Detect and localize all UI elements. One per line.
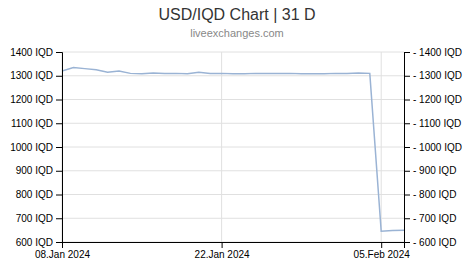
- tick: - 1300 IQD: [404, 70, 462, 81]
- grid-line-y: [62, 123, 404, 124]
- tick-label: 700 IQD: [16, 213, 53, 224]
- tick-label: 22.Jan 2024: [195, 249, 250, 260]
- tick: - 1000 IQD: [404, 142, 462, 153]
- tick-mark: [404, 76, 410, 77]
- axis-line: [56, 53, 63, 243]
- tick-label: - 800 IQD: [413, 189, 456, 200]
- tick-label: 1000 IQD: [10, 142, 53, 153]
- y-axis: 600 IQD 700 IQD 800 IQD 900 IQD 1000 IQD 1100…: [10, 47, 62, 248]
- tick-mark: [56, 147, 62, 148]
- grid-line-y: [62, 218, 404, 219]
- grid-line-y: [62, 99, 404, 100]
- tick: - 800 IQD: [404, 189, 456, 200]
- marks: [62, 67, 404, 231]
- tick-mark: [56, 242, 62, 243]
- tick-label: - 1400 IQD: [413, 47, 462, 58]
- tick: 700 IQD: [16, 213, 62, 224]
- tick-label: - 1100 IQD: [413, 118, 461, 129]
- grid-line-y: [62, 52, 404, 53]
- tick-mark: [56, 76, 62, 77]
- grid-line-y: [62, 75, 404, 76]
- tick-mark: [56, 171, 62, 172]
- tick-mark: [56, 218, 62, 219]
- tick-mark: [56, 195, 62, 196]
- tick-label: 800 IQD: [16, 189, 53, 200]
- grid: [62, 52, 404, 242]
- tick-mark: [404, 123, 410, 124]
- tick: - 1200 IQD: [404, 94, 462, 105]
- tick-label: - 900 IQD: [413, 165, 456, 176]
- tick-label: 08.Jan 2024: [35, 249, 90, 260]
- tick-mark: [56, 100, 62, 101]
- tick: 800 IQD: [16, 189, 62, 200]
- tick: 22.Jan 2024: [195, 242, 250, 260]
- tick: - 700 IQD: [404, 213, 456, 224]
- grid-line-y: [62, 194, 404, 195]
- tick-label: - 1300 IQD: [413, 70, 462, 81]
- tick-mark: [381, 242, 382, 248]
- tick-label: 05.Feb 2024: [354, 249, 411, 260]
- tick-label: - 1200 IQD: [413, 94, 462, 105]
- tick-label: - 600 IQD: [413, 237, 456, 248]
- tick-label: 1400 IQD: [10, 47, 53, 58]
- tick-label: - 700 IQD: [413, 213, 456, 224]
- tick: 1100 IQD: [11, 118, 62, 129]
- plot: 08.Jan 2024 22.Jan 2024 05.Feb 2024 600 IQD…: [10, 47, 462, 260]
- tick-label: 1300 IQD: [10, 70, 53, 81]
- tick-label: 600 IQD: [16, 237, 53, 248]
- tick-mark: [404, 171, 410, 172]
- grid-line-x: [221, 52, 222, 242]
- grid-line-x: [381, 52, 382, 242]
- tick: 1000 IQD: [10, 142, 62, 153]
- tick: - 900 IQD: [404, 165, 456, 176]
- tick-mark: [404, 100, 410, 101]
- tick: - 600 IQD: [404, 237, 456, 248]
- tick-mark: [404, 52, 410, 53]
- tick: 900 IQD: [16, 165, 62, 176]
- tick-mark: [404, 195, 410, 196]
- title: USD/IQD Chart | 31 D: [158, 6, 315, 23]
- subtitle: liveexchanges.com: [190, 27, 284, 39]
- tick-mark: [404, 218, 410, 219]
- tick: 600 IQD: [16, 237, 62, 248]
- axis-line: [405, 53, 411, 243]
- x-axis: 08.Jan 2024 22.Jan 2024 05.Feb 2024: [35, 242, 410, 260]
- tick-mark: [404, 242, 410, 243]
- y2-axis: - 600 IQD - 700 IQD - 800 IQD - 900 IQD - 10…: [404, 47, 462, 248]
- tick: 05.Feb 2024: [354, 242, 411, 260]
- tick-label: 900 IQD: [16, 165, 53, 176]
- tick-mark: [56, 52, 62, 53]
- tick: 1400 IQD: [10, 47, 62, 58]
- axis-line: [63, 243, 405, 249]
- tick: 1200 IQD: [10, 94, 62, 105]
- tick: - 1400 IQD: [404, 47, 462, 58]
- tick: - 1100 IQD: [404, 118, 461, 129]
- chart: USD/IQD Chart | 31 D liveexchanges.com 08.…: [0, 0, 474, 266]
- line: [62, 67, 404, 231]
- tick-label: 1200 IQD: [10, 94, 53, 105]
- tick-mark: [404, 147, 410, 148]
- tick-label: 1100 IQD: [11, 118, 53, 129]
- tick-mark: [222, 242, 223, 248]
- tick: 1300 IQD: [10, 70, 62, 81]
- grid-line-y: [62, 147, 404, 148]
- tick-mark: [56, 123, 62, 124]
- grid-line-y: [62, 170, 404, 171]
- tick-label: - 1000 IQD: [413, 142, 462, 153]
